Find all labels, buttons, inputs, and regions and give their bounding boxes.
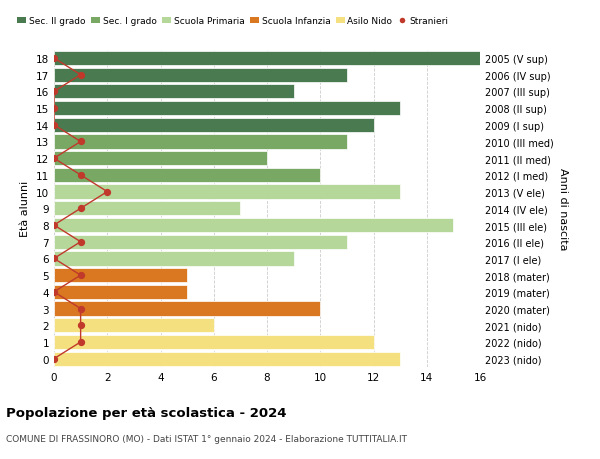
Point — [103, 189, 112, 196]
Y-axis label: Età alunni: Età alunni — [20, 181, 31, 237]
Bar — [54, 319, 214, 333]
Bar — [54, 168, 320, 183]
Bar — [54, 68, 347, 83]
Point — [49, 155, 59, 162]
Point — [49, 222, 59, 229]
Bar — [54, 352, 400, 366]
Point — [76, 339, 85, 346]
Point — [76, 322, 85, 329]
Bar — [54, 102, 400, 116]
Y-axis label: Anni di nascita: Anni di nascita — [557, 168, 568, 250]
Bar — [54, 185, 400, 199]
Bar — [54, 218, 454, 233]
Point — [49, 89, 59, 96]
Point — [76, 72, 85, 79]
Legend: Sec. II grado, Sec. I grado, Scuola Primaria, Scuola Infanzia, Asilo Nido, Stran: Sec. II grado, Sec. I grado, Scuola Prim… — [14, 14, 452, 30]
Bar — [54, 135, 347, 149]
Point — [49, 289, 59, 296]
Point — [49, 355, 59, 363]
Point — [49, 55, 59, 62]
Bar — [54, 118, 373, 133]
Point — [76, 172, 85, 179]
Bar — [54, 302, 320, 316]
Point — [76, 205, 85, 213]
Point — [76, 272, 85, 279]
Bar — [54, 85, 293, 99]
Point — [49, 105, 59, 112]
Text: COMUNE DI FRASSINORO (MO) - Dati ISTAT 1° gennaio 2024 - Elaborazione TUTTITALIA: COMUNE DI FRASSINORO (MO) - Dati ISTAT 1… — [6, 434, 407, 443]
Point — [76, 305, 85, 313]
Bar — [54, 152, 267, 166]
Bar — [54, 202, 241, 216]
Bar — [54, 285, 187, 299]
Point — [76, 139, 85, 146]
Bar — [54, 269, 187, 283]
Point — [49, 122, 59, 129]
Bar — [54, 335, 373, 349]
Bar — [54, 252, 293, 266]
Bar — [54, 235, 347, 249]
Point — [49, 255, 59, 263]
Bar — [54, 52, 480, 66]
Point — [76, 239, 85, 246]
Text: Popolazione per età scolastica - 2024: Popolazione per età scolastica - 2024 — [6, 406, 287, 419]
